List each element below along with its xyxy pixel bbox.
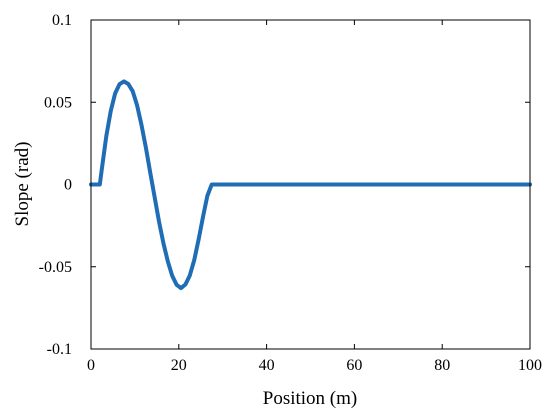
x-tick-label: 40 — [259, 357, 275, 374]
x-tick-label: 100 — [518, 357, 542, 374]
y-tick-label: 0.05 — [44, 94, 72, 111]
y-axis-label: Slope (rad) — [12, 142, 33, 227]
y-tick-label: -0.1 — [47, 341, 72, 358]
y-tick-label: 0 — [64, 177, 72, 194]
x-tick-labels: 0 20 40 60 80 100 — [87, 357, 542, 374]
plot-frame — [90, 19, 531, 350]
x-axis-label: Position (m) — [263, 388, 357, 409]
x-tick-label: 60 — [346, 357, 362, 374]
series-group — [89, 79, 532, 291]
x-tick-label: 0 — [87, 357, 95, 374]
x-tick-label: 80 — [434, 357, 450, 374]
y-tick-label: 0.1 — [52, 12, 72, 29]
y-tick-labels: -0.1 -0.05 0 0.05 0.1 — [39, 12, 72, 358]
x-tick-label: 20 — [171, 357, 187, 374]
y-tick-label: -0.05 — [39, 259, 72, 276]
series-line — [89, 79, 532, 291]
